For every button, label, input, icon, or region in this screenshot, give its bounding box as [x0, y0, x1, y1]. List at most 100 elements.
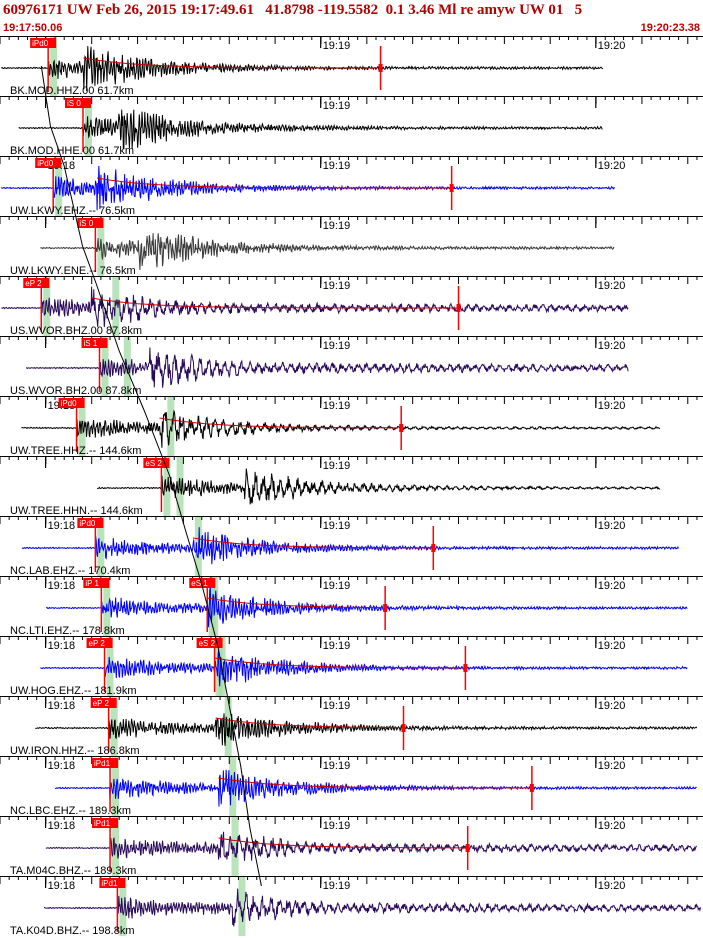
coda-curve — [96, 177, 451, 189]
amplitude-marker-box — [378, 64, 383, 72]
waveform-trace — [46, 587, 688, 628]
minute-tick-label: 19:19 — [323, 220, 351, 232]
station-label: UW.TREE.HHN.-- 144.6km — [10, 505, 143, 517]
amplitude-marker-box — [463, 664, 468, 672]
header: 60976171 UW Feb 26, 2015 19:17:49.61 41.… — [0, 0, 703, 36]
minute-tick-label: 19:19 — [323, 280, 351, 292]
p-highlight-bar — [112, 756, 120, 816]
minute-tick-label: 19:18 — [48, 760, 76, 772]
pick-box — [92, 758, 119, 768]
station-label: TA.M04C.BHZ.-- 189.3km — [10, 865, 136, 877]
s-band-bar — [224, 696, 232, 756]
minute-tick-label: 19:19 — [323, 400, 351, 412]
pick-label: iS 1 — [83, 339, 97, 348]
trace-row: 19:19 iS 0 BK.MOD.HHE.00 61.7km — [0, 96, 703, 157]
minute-tick-label: 19:19 — [323, 460, 351, 472]
pick-label: eS 2 — [145, 459, 162, 468]
trace-row: 19:19 iS 0 UW.LKWY.ENE.-- 76.5km — [0, 216, 703, 277]
pick-label: iS 0 — [67, 99, 81, 108]
station-label: NC.LTI.EHZ.-- 178.8km — [10, 625, 125, 637]
trace-row: 19:19 19:20 eP 2 US.WVOR.BHZ.00 87.8km — [0, 276, 703, 337]
station-label: BK.MOD.HHE.00 61.7km — [10, 145, 134, 157]
trace-row: 19:18 19:19 19:20 iPd1 TA.K04D.BHZ.-- 198.8k… — [0, 876, 703, 937]
p-highlight-bar — [78, 396, 86, 456]
s-band-bar — [231, 816, 239, 876]
p-highlight-bar — [55, 156, 63, 216]
waveform-trace — [45, 831, 697, 861]
minute-tick-label: 19:19 — [323, 640, 351, 652]
minute-tick-label: 19:19 — [323, 880, 351, 892]
coda-curve — [214, 657, 463, 669]
amplitude-marker-box — [401, 724, 406, 732]
amplitude-marker-box — [465, 844, 470, 852]
pick-label: iPd1 — [101, 879, 118, 888]
s-pick-box — [189, 578, 216, 588]
pick-label: iPd1 — [94, 759, 111, 768]
pick-box — [58, 398, 85, 408]
station-label: UW.IRON.HHZ.-- 186.8km — [10, 745, 140, 757]
coda-curve — [192, 537, 432, 549]
s-band-bar — [167, 396, 175, 456]
minute-tick-label: 19:20 — [598, 340, 626, 352]
pick-box — [23, 278, 50, 288]
minute-tick-label: 19:20 — [598, 160, 626, 172]
pick-label: iPd0 — [79, 519, 96, 528]
minute-tick-label: 19:19 — [323, 700, 351, 712]
minute-tick-label: 19:18 — [48, 520, 76, 532]
station-label: TA.K04D.BHZ.-- 198.8km — [10, 925, 135, 937]
coda-curve — [207, 597, 382, 609]
trace-row: 19:19 19:20 iS 1 US.WVOR.BH2.00 87.8km — [0, 336, 703, 397]
station-label: UW.HOG.EHZ.-- 181.9km — [10, 685, 137, 697]
minute-tick-label: 19:18 — [48, 820, 76, 832]
minute-tick-label: 19:20 — [598, 280, 626, 292]
minute-tick-label: 19:18 — [48, 580, 76, 592]
pick-box — [35, 158, 62, 168]
minute-tick-label: 19:20 — [598, 400, 626, 412]
minute-tick-label: 19:19 — [323, 760, 351, 772]
s-band-bar — [238, 876, 246, 936]
pick-box — [86, 638, 113, 648]
minute-tick-label: 19:19 — [323, 580, 351, 592]
pick-box — [143, 458, 170, 468]
minute-tick-label: 19:18 — [48, 640, 76, 652]
minute-tick-label: 19:19 — [323, 820, 351, 832]
station-label: NC.LAB.EHZ.-- 170.4km — [10, 565, 130, 577]
waveform-trace — [96, 468, 661, 505]
pick-box — [81, 338, 108, 348]
waveform-trace — [18, 109, 603, 150]
amplitude-marker-box — [399, 424, 404, 432]
pick-box — [99, 878, 126, 888]
pick-box — [83, 578, 110, 588]
trace-row: 19:18 19:19 19:20 iPd1 NC.LBC.EHZ.-- 189.3km — [0, 756, 703, 817]
coda-curve — [215, 717, 400, 729]
s-band-bar — [123, 336, 131, 396]
amplitude-marker-box — [383, 604, 388, 612]
amplitude-marker-box — [431, 544, 436, 552]
minute-tick-label: 19:19 — [323, 160, 351, 172]
s-band-bar — [112, 276, 120, 336]
minute-tick-label: 19:19 — [323, 520, 351, 532]
minute-tick-label: 19:20 — [598, 700, 626, 712]
station-label: UW.TREE.HHZ.-- 144.6km — [10, 445, 141, 457]
coda-curve — [91, 297, 459, 309]
pick-label: eP 2 — [89, 639, 106, 648]
arrival-curve — [40, 65, 262, 887]
waveform-trace — [21, 409, 661, 448]
waveform-trace — [21, 527, 679, 565]
pick-label: iPd0 — [37, 159, 54, 168]
pick-box — [64, 98, 91, 108]
waveform-trace — [35, 713, 698, 746]
minute-tick-label: 19:20 — [598, 640, 626, 652]
coda-curve — [159, 417, 398, 429]
waveform-trace — [25, 347, 629, 388]
coda-curve — [218, 777, 531, 789]
trace-row: 19:18 19:19 19:20 eP 2 UW.IRON.HHZ.-- 186.8k… — [0, 696, 703, 757]
pick-label: iP 1 — [85, 579, 99, 588]
s-pick-box — [196, 638, 223, 648]
minute-tick-label: 19:18 — [48, 880, 76, 892]
s-pick-label: eS 1 — [191, 579, 208, 588]
minute-tick-label: 19:20 — [598, 40, 626, 52]
pick-label: iPd0 — [61, 399, 78, 408]
